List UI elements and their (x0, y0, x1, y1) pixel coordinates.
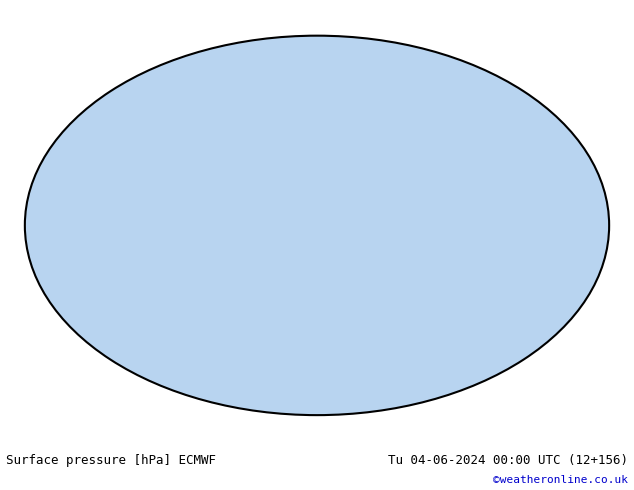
Text: Surface pressure [hPa] ECMWF: Surface pressure [hPa] ECMWF (6, 454, 216, 467)
Text: ©weatheronline.co.uk: ©weatheronline.co.uk (493, 475, 628, 485)
Text: Tu 04-06-2024 00:00 UTC (12+156): Tu 04-06-2024 00:00 UTC (12+156) (387, 454, 628, 467)
Ellipse shape (25, 36, 609, 415)
